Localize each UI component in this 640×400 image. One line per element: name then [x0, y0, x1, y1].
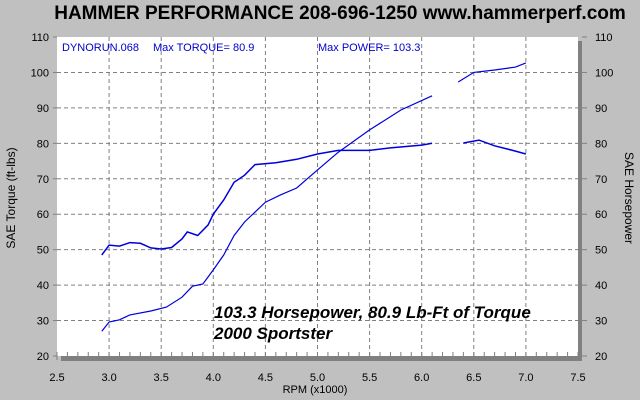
plot-area: [57, 37, 578, 356]
y2-tick-label: 70: [595, 174, 607, 186]
y2-tick-label: 20: [595, 351, 607, 363]
ticks: 2.5 3.0 3.5 4.0 4.5 5.0 5.5 6.0 6.5 7.0 7.5 20 20 30 3…: [31, 32, 614, 384]
x-tick-label: 6.0: [414, 372, 429, 384]
y-tick-label: 80: [37, 138, 49, 150]
max-power-label: Max POWER= 103.3: [318, 42, 420, 54]
annotation-2: 2000 Sportster: [213, 324, 333, 343]
x-tick-label: 4.5: [258, 372, 273, 384]
x-tick-label: 3.5: [154, 372, 169, 384]
y-tick-label: 70: [37, 174, 49, 186]
power-line: [457, 62, 527, 83]
grid: [57, 37, 578, 356]
y2-tick-label: 30: [595, 316, 607, 328]
y-axis-label: SAE Torque (ft-lbs): [4, 147, 18, 248]
y2-tick-label: 100: [595, 67, 613, 79]
y-tick-label: 40: [37, 280, 49, 292]
y-tick-label: 100: [31, 67, 49, 79]
y-tick-label: 30: [37, 316, 49, 328]
x-tick-label: 3.0: [101, 372, 116, 384]
x-tick-label: 5.5: [362, 372, 377, 384]
x-tick-label: 2.5: [49, 372, 64, 384]
torque-line: [101, 142, 433, 256]
x-tick-label: 6.5: [466, 372, 481, 384]
x-tick-label: 7.0: [518, 372, 533, 384]
y2-tick-label: 90: [595, 103, 607, 115]
data-lines: [101, 62, 527, 332]
y2-tick-label: 60: [595, 209, 607, 221]
annotation-1: 103.3 Horsepower, 80.9 Lb-Ft of Torque: [214, 303, 531, 322]
x-axis-label: RPM (x1000): [283, 384, 348, 396]
y-tick-label: 20: [37, 351, 49, 363]
x-tick-label: 7.5: [570, 372, 585, 384]
chart-title: HAMMER PERFORMANCE 208-696-1250 www.hamm…: [54, 3, 626, 24]
y2-tick-label: 80: [595, 138, 607, 150]
y-tick-label: 90: [37, 103, 49, 115]
y-tick-label: 110: [31, 32, 49, 44]
y2-axis-label: SAE Horsepower: [622, 152, 636, 244]
y2-tick-label: 50: [595, 245, 607, 257]
x-tick-label: 4.0: [206, 372, 221, 384]
max-torque-label: Max TORQUE= 80.9: [153, 42, 254, 54]
run-label: DYNORUN.068: [62, 42, 139, 54]
power-line: [101, 95, 433, 332]
torque-line: [463, 139, 527, 155]
y-tick-label: 60: [37, 209, 49, 221]
y2-tick-label: 40: [595, 280, 607, 292]
y-tick-label: 50: [37, 245, 49, 257]
y2-tick-label: 110: [595, 32, 613, 44]
x-tick-label: 5.0: [310, 372, 325, 384]
